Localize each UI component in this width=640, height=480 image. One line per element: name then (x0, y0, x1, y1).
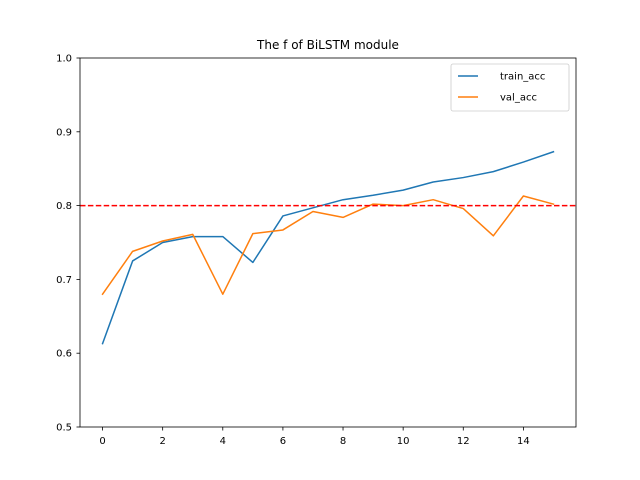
x-tick-label: 6 (280, 436, 286, 447)
legend-box (450, 63, 570, 112)
x-tick-label: 0 (99, 436, 105, 447)
y-tick-label: 0.8 (56, 201, 72, 212)
y-tick-label: 0.9 (56, 127, 72, 138)
axes-frame (79, 57, 577, 428)
legend: train_acc val_acc (450, 63, 570, 112)
x-tick-label: 4 (220, 436, 226, 447)
series-line-val-acc (101, 195, 555, 296)
x-tick-label: 2 (159, 436, 165, 447)
legend-label-val-acc: val_acc (500, 93, 537, 104)
x-tick-label: 12 (457, 436, 470, 447)
legend-label-train-acc: train_acc (500, 72, 545, 83)
chart-title: The f of BiLSTM module (256, 38, 399, 52)
x-tick-label: 8 (340, 436, 346, 447)
x-tick-label: 14 (517, 436, 530, 447)
x-tick-label: 10 (397, 436, 410, 447)
y-tick-label: 0.6 (56, 349, 72, 360)
y-tick-label: 0.5 (56, 423, 72, 434)
plot-area (80, 150, 576, 345)
series-line-train-acc (101, 150, 555, 345)
y-tick-label: 1.0 (56, 54, 72, 65)
y-tick-label: 0.7 (56, 275, 72, 286)
axes-ticks: 0 2 4 6 8 10 12 14 0.5 0.6 0.7 0.8 0.9 1.0 (56, 54, 577, 447)
